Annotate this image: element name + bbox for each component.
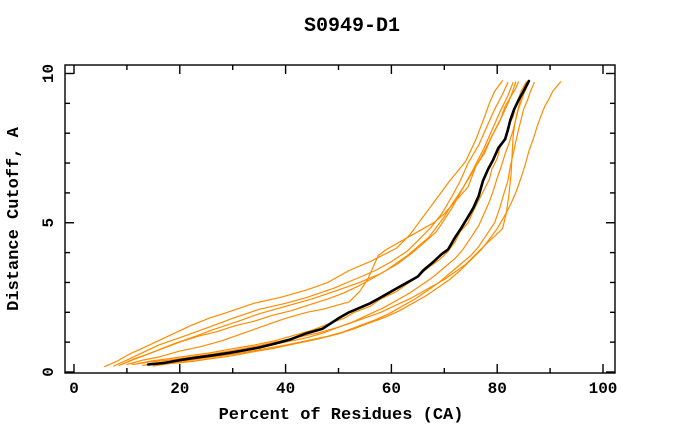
frame-box bbox=[64, 64, 616, 374]
model-curve-9 bbox=[131, 81, 527, 366]
curves bbox=[104, 79, 562, 368]
axis-tick-labels: 0 20 40 60 80 100 0 5 10 bbox=[40, 64, 617, 398]
y-tick-label: 10 bbox=[40, 64, 58, 83]
model-curve-8 bbox=[152, 81, 562, 367]
model-curve-7 bbox=[142, 81, 535, 366]
axis-ticks bbox=[65, 65, 615, 373]
plot-frame bbox=[64, 64, 616, 374]
model-curve-2 bbox=[113, 81, 509, 367]
y-tick-label: 5 bbox=[40, 218, 58, 228]
chart-title: S0949-D1 bbox=[304, 15, 400, 38]
summary-curve bbox=[146, 79, 531, 366]
x-tick-label: 80 bbox=[488, 380, 507, 398]
model-curve-1 bbox=[104, 80, 504, 368]
x-tick-label: 100 bbox=[589, 380, 618, 398]
x-tick-label: 0 bbox=[69, 380, 79, 398]
y-axis-label: Distance Cutoff, A bbox=[5, 126, 24, 310]
model-curve-10 bbox=[120, 81, 517, 366]
x-tick-label: 40 bbox=[276, 380, 295, 398]
x-tick-label: 20 bbox=[170, 380, 189, 398]
y-tick-label: 0 bbox=[40, 367, 58, 377]
x-tick-label: 60 bbox=[382, 380, 401, 398]
x-axis-label: Percent of Residues (CA) bbox=[219, 406, 464, 425]
